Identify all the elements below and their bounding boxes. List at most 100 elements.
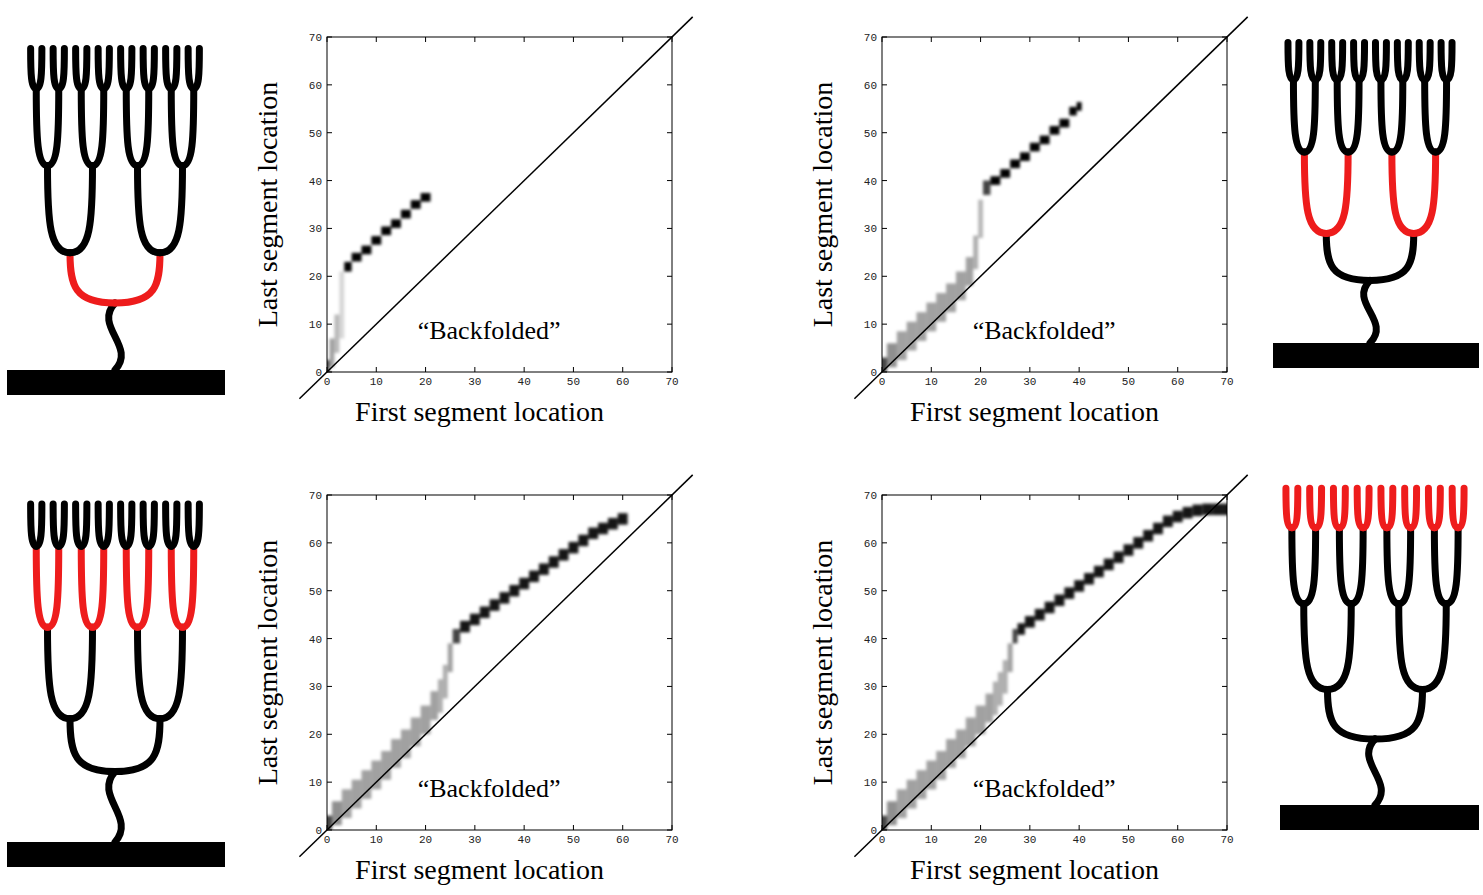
branch bbox=[81, 504, 87, 546]
x-tick-label: 50 bbox=[567, 376, 580, 388]
branch bbox=[143, 504, 149, 546]
y-tick-label: 50 bbox=[864, 128, 877, 140]
x-tick bbox=[622, 37, 623, 42]
density-cell bbox=[966, 718, 976, 747]
x-tick bbox=[474, 367, 475, 372]
x-tick-label: 40 bbox=[1073, 834, 1086, 846]
branch bbox=[1326, 233, 1370, 280]
x-tick bbox=[376, 367, 377, 372]
density-cell bbox=[1143, 530, 1153, 541]
branch bbox=[171, 48, 177, 88]
density-cell bbox=[1069, 107, 1076, 116]
branch bbox=[1354, 43, 1359, 81]
y-tick bbox=[327, 276, 332, 277]
density-cell bbox=[352, 253, 362, 262]
branch bbox=[1328, 604, 1352, 690]
highlighted-branch bbox=[1316, 488, 1322, 528]
y-tick bbox=[327, 782, 332, 783]
y-tick bbox=[667, 590, 672, 591]
highlighted-branch bbox=[171, 546, 182, 627]
x-tick-label: 50 bbox=[1122, 834, 1135, 846]
y-tick bbox=[667, 734, 672, 735]
density-cell bbox=[371, 236, 381, 245]
highlighted-branch bbox=[48, 546, 59, 627]
annotation: “Backfolded” bbox=[973, 316, 1116, 345]
highlighted-branch bbox=[115, 253, 160, 303]
branch bbox=[115, 719, 160, 772]
density-cell bbox=[966, 257, 973, 286]
density-cell bbox=[1183, 507, 1193, 518]
highlighted-branch bbox=[1414, 152, 1436, 233]
density-cell bbox=[334, 315, 339, 353]
branch bbox=[1375, 690, 1423, 740]
density-cell bbox=[448, 643, 453, 672]
branch bbox=[98, 504, 104, 546]
y-tick bbox=[667, 132, 672, 133]
y-tick bbox=[882, 276, 887, 277]
branch bbox=[160, 166, 183, 253]
y-tick bbox=[1222, 542, 1227, 543]
x-tick bbox=[524, 367, 525, 372]
density-cell bbox=[1030, 143, 1040, 152]
substrate bbox=[7, 842, 225, 867]
density-cell bbox=[381, 227, 391, 236]
substrate bbox=[1280, 805, 1479, 830]
y-tick-label: 10 bbox=[309, 777, 322, 789]
x-tick bbox=[425, 825, 426, 830]
branch bbox=[104, 48, 110, 88]
branch bbox=[143, 48, 149, 88]
branch bbox=[53, 48, 59, 88]
panel: 010203040506070010203040506070First segm… bbox=[7, 475, 693, 885]
y-tick bbox=[1222, 734, 1227, 735]
y-tick bbox=[882, 686, 887, 687]
x-tick bbox=[980, 825, 981, 830]
y-tick bbox=[667, 180, 672, 181]
y-tick-label: 40 bbox=[309, 176, 322, 188]
branch bbox=[36, 89, 47, 166]
density-cell bbox=[443, 665, 448, 699]
density-cell bbox=[539, 563, 549, 574]
y-tick bbox=[882, 84, 887, 85]
diagonal bbox=[854, 17, 1247, 399]
y-tick bbox=[1222, 830, 1227, 831]
branch bbox=[1425, 80, 1436, 152]
branch bbox=[1304, 604, 1328, 690]
tree-stem bbox=[1364, 280, 1377, 343]
x-tick-label: 70 bbox=[1220, 376, 1233, 388]
x-tick bbox=[573, 495, 574, 500]
branch bbox=[138, 89, 149, 166]
y-tick bbox=[327, 84, 332, 85]
density-cell bbox=[998, 672, 1003, 706]
branch bbox=[48, 89, 59, 166]
x-tick bbox=[672, 825, 673, 830]
plot-area bbox=[327, 513, 628, 830]
x-axis-title: First segment location bbox=[910, 854, 1159, 885]
x-tick bbox=[1128, 495, 1129, 500]
highlighted-branch bbox=[126, 546, 137, 627]
branch bbox=[1423, 604, 1447, 690]
panel: 010203040506070010203040506070First segm… bbox=[7, 17, 693, 427]
x-tick bbox=[931, 367, 932, 372]
x-tick bbox=[573, 825, 574, 830]
density-cell bbox=[978, 200, 983, 238]
branch bbox=[1293, 43, 1298, 81]
y-tick-label: 60 bbox=[309, 80, 322, 92]
x-tick bbox=[524, 495, 525, 500]
x-tick bbox=[573, 367, 574, 372]
x-axis-title: First segment location bbox=[910, 396, 1159, 427]
density-cell bbox=[438, 679, 443, 713]
density bbox=[327, 193, 431, 372]
branch bbox=[166, 48, 172, 88]
density-cell bbox=[401, 210, 411, 219]
branch bbox=[59, 48, 65, 88]
plot-area bbox=[882, 504, 1227, 830]
highlighted-branch bbox=[1392, 152, 1414, 233]
y-tick-label: 50 bbox=[309, 128, 322, 140]
density bbox=[882, 504, 1227, 830]
highlighted-branch bbox=[1387, 488, 1393, 528]
branch bbox=[1397, 43, 1402, 81]
x-tick bbox=[425, 495, 426, 500]
panel: 010203040506070010203040506070First segm… bbox=[807, 475, 1479, 885]
branch bbox=[1304, 80, 1315, 152]
y-tick bbox=[1222, 84, 1227, 85]
